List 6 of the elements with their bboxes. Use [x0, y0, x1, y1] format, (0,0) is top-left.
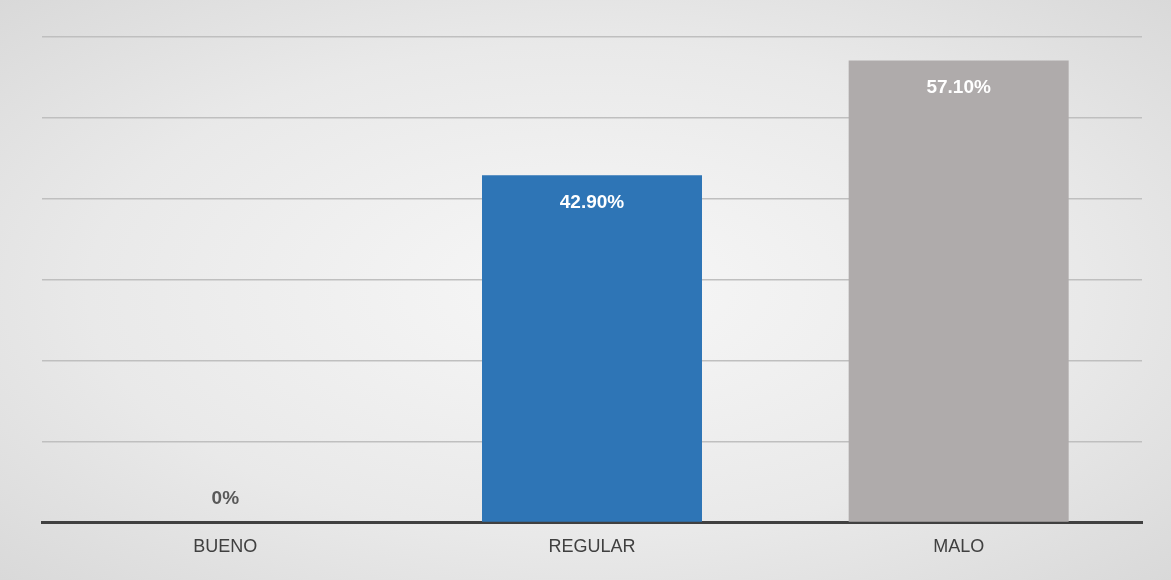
data-label: 42.90% [559, 190, 625, 212]
data-label: 57.10% [926, 75, 991, 97]
x-tick-label: MALO [933, 536, 985, 557]
x-tick-label: REGULAR [548, 536, 636, 557]
data-label: 0% [211, 486, 240, 508]
x-tick-label: BUENO [193, 536, 258, 557]
